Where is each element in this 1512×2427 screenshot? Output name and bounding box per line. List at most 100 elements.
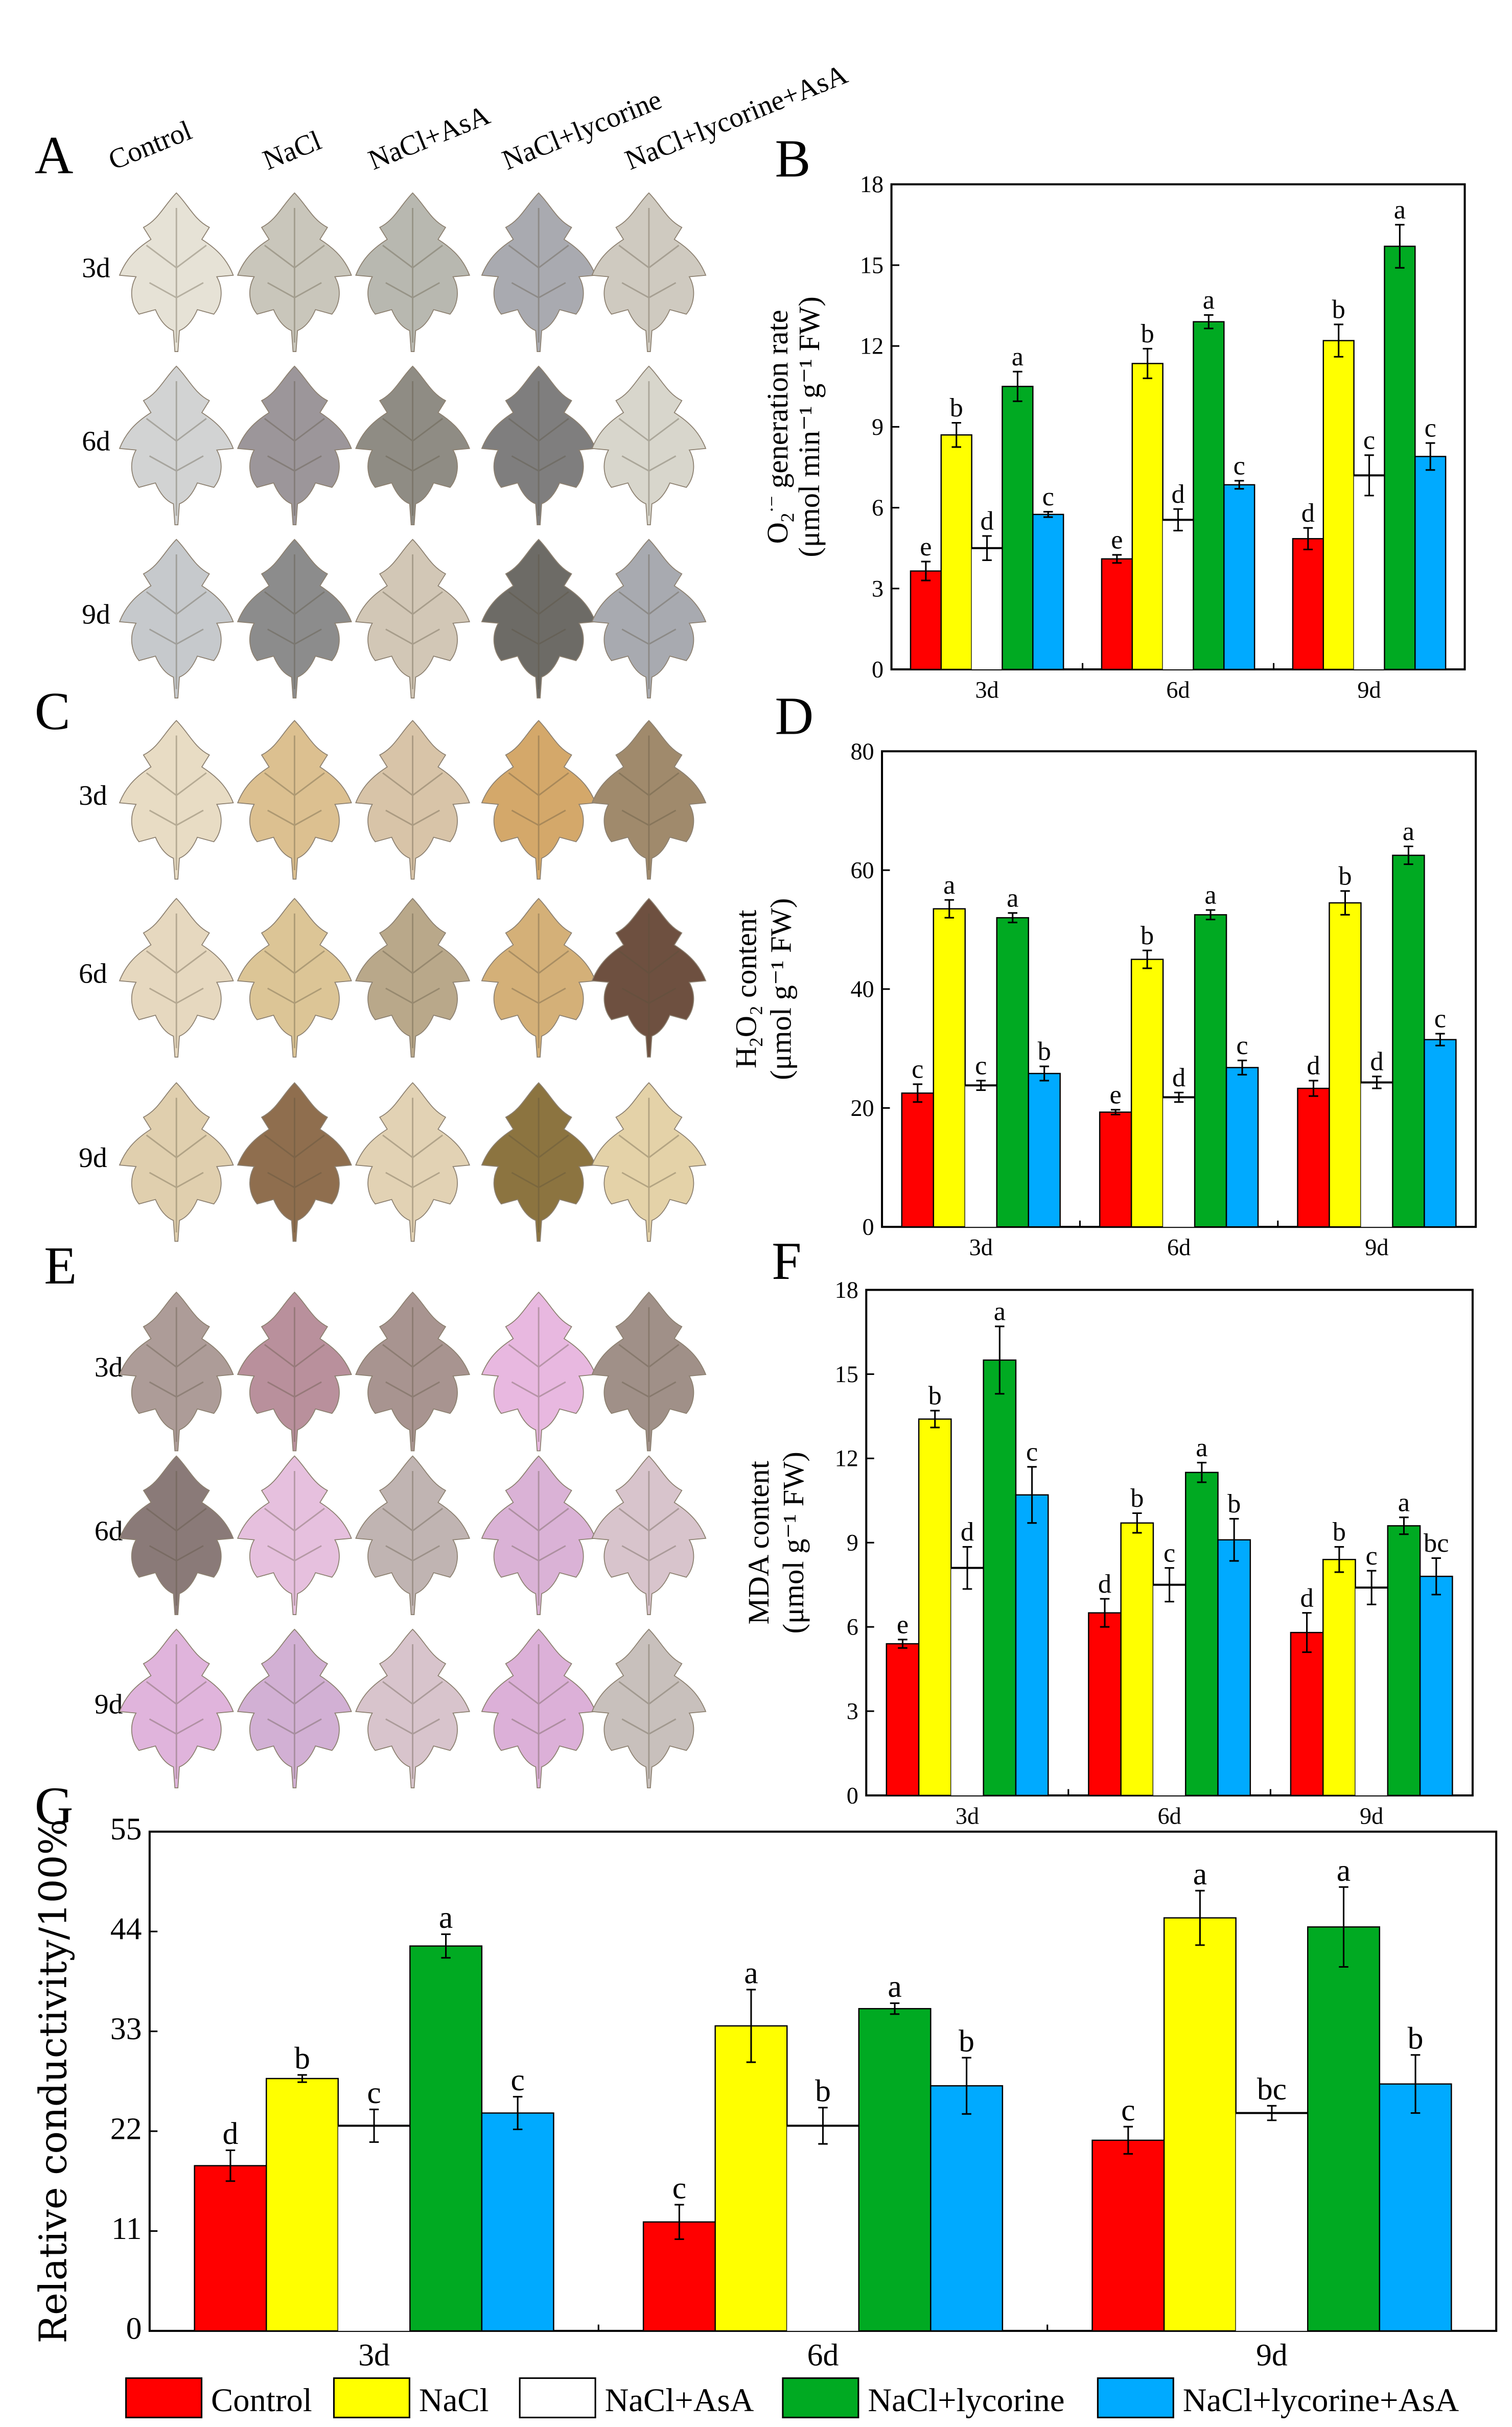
y-label-sub: 2	[746, 1037, 766, 1046]
bar-nacl-3d	[918, 1418, 952, 1796]
bar-nacl-9d	[1322, 1558, 1356, 1796]
leaf-shape	[481, 1628, 596, 1788]
y-tick-label: 0	[863, 1214, 874, 1240]
bar-nacl-asa-3d	[951, 1568, 984, 1795]
error-bar	[674, 2204, 684, 2241]
panel-label-c: C	[35, 682, 71, 741]
leaf-veins	[508, 554, 569, 689]
significance-letter: c	[1425, 413, 1436, 443]
leaf-shape	[591, 192, 707, 352]
significance-letter: b	[294, 2041, 310, 2076]
significance-letter: a	[744, 1956, 758, 1991]
error-bar	[1027, 1466, 1037, 1524]
significance-letter: e	[897, 1610, 909, 1640]
legend-swatch	[333, 2377, 410, 2418]
error-bar	[1008, 912, 1017, 923]
leaf-veins	[382, 1307, 444, 1442]
leaf-shape	[591, 539, 707, 699]
bar-nacl-lycorine-9d	[1392, 854, 1425, 1228]
error-bar	[1013, 370, 1022, 402]
y-axis-label: MDA content	[742, 1461, 775, 1624]
leaf-photo	[119, 898, 234, 1058]
x-tick-label: 3d	[956, 1803, 979, 1829]
significance-letter: c	[1164, 1538, 1175, 1568]
x-tick-label: 9d	[1256, 2338, 1288, 2373]
error-bar	[1309, 1080, 1318, 1097]
significance-letter: c	[912, 1055, 923, 1084]
leaf-photo	[237, 1628, 352, 1788]
bar-nacl-3d	[933, 908, 966, 1228]
error-bar	[898, 1639, 908, 1649]
bar-nacl-6d	[1130, 959, 1164, 1228]
error-bar	[1165, 1567, 1174, 1603]
leaf-shape	[119, 1628, 234, 1788]
leaf-shape	[237, 1628, 352, 1788]
significance-letter: b	[1038, 1037, 1051, 1066]
leaf-veins	[508, 1098, 569, 1232]
leaf-veins	[264, 913, 325, 1048]
y-tick-label: 6	[872, 495, 883, 521]
significance-letter: d	[1307, 1051, 1320, 1081]
significance-letter: d	[1171, 479, 1184, 509]
leaf-shape	[591, 1082, 707, 1242]
error-bar	[1143, 347, 1152, 380]
column-header: NaCl+lycorine+AsA	[621, 59, 852, 176]
error-bar	[1302, 1612, 1312, 1653]
significance-letter: a	[1012, 342, 1023, 371]
bar-control-3d	[910, 570, 942, 670]
leaf-veins	[508, 913, 569, 1048]
y-tick-label: 33	[110, 2012, 142, 2046]
leaf-veins	[146, 381, 207, 516]
leaf-shape	[237, 1291, 352, 1452]
bar-nacl-3d	[265, 2078, 339, 2332]
significance-letter: c	[1236, 1031, 1248, 1060]
bar-nacl-lycorine-6d	[1193, 321, 1225, 670]
leaf-photo	[355, 898, 471, 1058]
y-tick-label: 3	[872, 575, 883, 601]
significance-letter: b	[1227, 1489, 1241, 1519]
leaf-veins	[382, 1098, 444, 1232]
error-bar	[1303, 527, 1313, 550]
error-bar	[1173, 508, 1183, 531]
bar-nacl-lycorine-6d	[858, 2008, 932, 2332]
error-bar	[1110, 1109, 1121, 1115]
row-label-a-3d: 3d	[82, 253, 110, 284]
leaf-shape	[481, 719, 596, 880]
leaf-photo	[591, 192, 707, 352]
leaf-shape	[591, 1628, 707, 1788]
significance-letter: b	[1332, 295, 1345, 324]
leaf-photo	[237, 898, 352, 1058]
bar-control-6d	[1101, 558, 1133, 670]
significance-letter: c	[1363, 425, 1375, 455]
column-header: NaCl+AsA	[364, 100, 495, 176]
leaf-veins	[508, 381, 569, 516]
error-bar	[1234, 480, 1244, 490]
leaf-veins	[618, 207, 680, 343]
y-tick-label: 12	[835, 1445, 858, 1472]
y-tick-label: 12	[860, 333, 883, 359]
error-bar	[1174, 1091, 1184, 1103]
y-label-main: O	[761, 522, 794, 544]
chart-g: 011223344553ddbcac6dcabab9dcabcabRelativ…	[31, 1812, 1498, 2373]
x-tick-label: 6d	[807, 2338, 839, 2373]
bar-nacl-lycorine-asa-3d	[1032, 514, 1064, 670]
error-bar	[1197, 1462, 1207, 1483]
significance-letter: a	[1196, 1433, 1207, 1462]
leaf-photo	[119, 192, 234, 352]
bar-control-6d	[1088, 1612, 1122, 1796]
x-tick-label: 6d	[1166, 677, 1190, 703]
leaf-photo	[355, 719, 471, 880]
y-tick-label: 9	[872, 414, 883, 440]
significance-letter: c	[1026, 1437, 1038, 1466]
bar-nacl-9d	[1329, 902, 1362, 1228]
significance-letter: c	[1366, 1541, 1378, 1571]
leaf-shape	[119, 898, 234, 1058]
error-bar	[441, 1933, 451, 1959]
leaf-photo	[237, 365, 352, 525]
significance-letter: e	[1111, 525, 1123, 555]
leaf-photo-panels: 3d 6d 9d 3d 6d 9d 3d 6d 9d Control NaCl NaCl+AsA NaC…	[79, 59, 852, 1788]
y-axis-label: O2·− generation rate	[761, 310, 798, 544]
y-tick-label: 40	[850, 976, 874, 1002]
bar-nacl-lycorine-6d	[1185, 1472, 1219, 1796]
significance-letter: a	[1337, 1853, 1351, 1888]
